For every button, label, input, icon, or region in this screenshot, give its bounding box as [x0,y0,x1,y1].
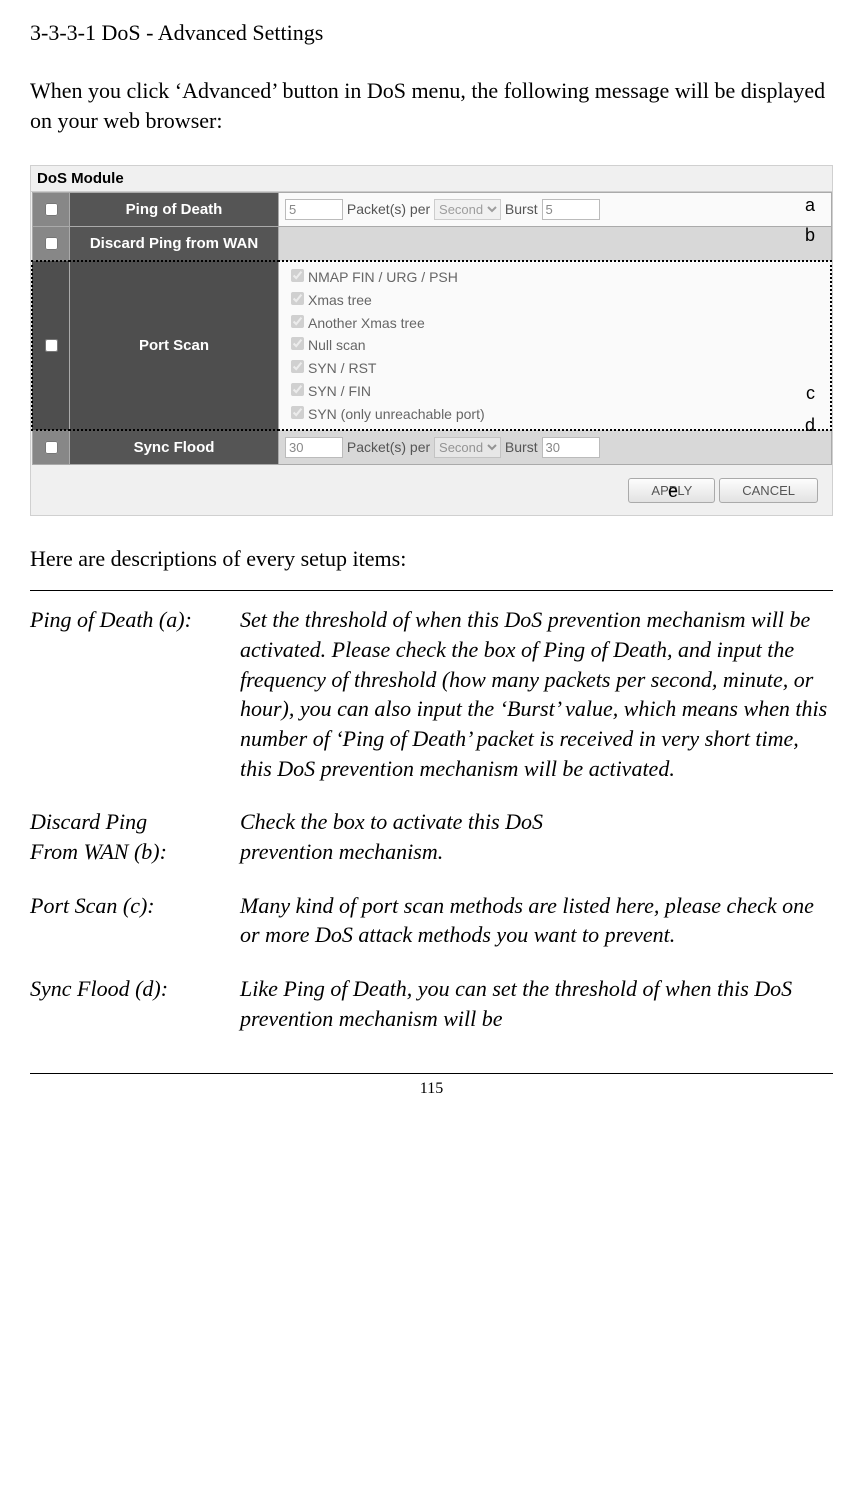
sync-flood-label: Sync Flood [70,430,279,465]
desc-portscan-label: Port Scan (c): [30,891,240,950]
ping-of-death-checkbox[interactable] [45,203,58,216]
sync-flood-checkbox[interactable] [45,441,58,454]
row-discard-ping: Discard Ping from WAN [32,227,831,262]
cancel-button[interactable]: CANCEL [719,478,818,503]
opt-syn-fin-chk[interactable] [291,383,304,396]
desc-discard-ping: Discard Ping From WAN (b): Check the box… [30,807,833,866]
ping-burst-input[interactable] [542,199,600,220]
port-scan-options: NMAP FIN / URG / PSH Xmas tree Another X… [279,261,832,430]
row-port-scan: Port Scan NMAP FIN / URG / PSH Xmas tree… [32,261,831,430]
opt-null-chk[interactable] [291,337,304,350]
row-sync-flood: Sync Flood Packet(s) per Second Burst [32,430,831,465]
desc-portscan-text: Many kind of port scan methods are liste… [240,891,833,950]
desc-sync-label: Sync Flood (d): [30,974,240,1033]
opt-nmap-chk[interactable] [291,269,304,282]
opt-syn-rst-text: SYN / RST [308,360,376,376]
opt-null-text: Null scan [308,337,366,353]
opt-syn-unreach-chk[interactable] [291,406,304,419]
sync-packets-input[interactable] [285,437,343,458]
desc-ping-of-death: Ping of Death (a): Set the threshold of … [30,605,833,783]
ping-burst-label: Burst [505,201,538,217]
ping-of-death-chk-cell [32,193,70,227]
desc-port-scan: Port Scan (c): Many kind of port scan me… [30,891,833,950]
ping-packets-mid: Packet(s) per [347,201,430,217]
page-number: 115 [30,1073,833,1098]
desc-ping-label: Ping of Death (a): [30,605,240,783]
desc-discard-text2: prevention mechanism. [240,839,443,864]
opt-syn-unreach[interactable]: SYN (only unreachable port) [287,403,822,426]
sync-flood-controls: Packet(s) per Second Burst [279,430,832,465]
sync-burst-label: Burst [505,439,538,455]
opt-xmas-chk[interactable] [291,292,304,305]
sync-flood-chk-cell [32,430,70,465]
opt-null[interactable]: Null scan [287,334,822,357]
ping-timeunit-select[interactable]: Second [434,199,501,220]
opt-syn-fin[interactable]: SYN / FIN [287,380,822,403]
desc-sync-flood: Sync Flood (d): Like Ping of Death, you … [30,974,833,1033]
dos-module: DoS Module Ping of Death Packet(s) per S… [30,165,833,516]
desc-intro: Here are descriptions of every setup ite… [30,546,833,572]
annot-d: d [805,415,815,436]
ping-of-death-label: Ping of Death [70,193,279,227]
row-ping-of-death: Ping of Death Packet(s) per Second Burst [32,193,831,227]
opt-syn-rst-chk[interactable] [291,360,304,373]
opt-syn-rst[interactable]: SYN / RST [287,357,822,380]
discard-ping-label: Discard Ping from WAN [70,227,279,262]
desc-discard-label1: Discard Ping [30,809,147,834]
sync-burst-input[interactable] [542,437,600,458]
discard-ping-chk-cell [32,227,70,262]
sync-timeunit-select[interactable]: Second [434,437,501,458]
dos-module-wrap: DoS Module Ping of Death Packet(s) per S… [30,165,833,516]
opt-nmap[interactable]: NMAP FIN / URG / PSH [287,266,822,289]
annot-c: c [806,383,815,404]
desc-ping-text: Set the threshold of when this DoS preve… [240,605,833,783]
port-scan-label: Port Scan [70,261,279,430]
port-scan-checkbox[interactable] [45,339,58,352]
opt-nmap-text: NMAP FIN / URG / PSH [308,269,458,285]
port-scan-chk-cell [32,261,70,430]
ping-of-death-controls: Packet(s) per Second Burst [279,193,832,227]
separator [30,590,833,591]
desc-discard-text1: Check the box to activate this DoS [240,809,543,834]
desc-discard-label: Discard Ping From WAN (b): [30,807,240,866]
sync-packets-mid: Packet(s) per [347,439,430,455]
opt-syn-fin-text: SYN / FIN [308,383,371,399]
section-title: 3-3-3-1 DoS - Advanced Settings [30,20,833,46]
discard-ping-empty [279,227,832,262]
opt-another-xmas-chk[interactable] [291,315,304,328]
dos-module-header: DoS Module [31,166,832,192]
dos-table: Ping of Death Packet(s) per Second Burst… [31,192,832,465]
opt-another-xmas-text: Another Xmas tree [308,315,425,331]
ping-packets-input[interactable] [285,199,343,220]
opt-xmas[interactable]: Xmas tree [287,289,822,312]
button-row: APPLY CANCEL [628,478,818,503]
opt-another-xmas[interactable]: Another Xmas tree [287,312,822,335]
discard-ping-checkbox[interactable] [45,237,58,250]
annot-b: b [805,225,815,246]
intro-text: When you click ‘Advanced’ button in DoS … [30,76,833,135]
annot-a: a [805,195,815,216]
desc-discard-label2: From WAN (b): [30,839,167,864]
annot-e: e [668,481,678,502]
opt-syn-unreach-text: SYN (only unreachable port) [308,406,485,422]
opt-xmas-text: Xmas tree [308,292,372,308]
desc-sync-text: Like Ping of Death, you can set the thre… [240,974,833,1033]
desc-discard-text: Check the box to activate this DoS preve… [240,807,833,866]
